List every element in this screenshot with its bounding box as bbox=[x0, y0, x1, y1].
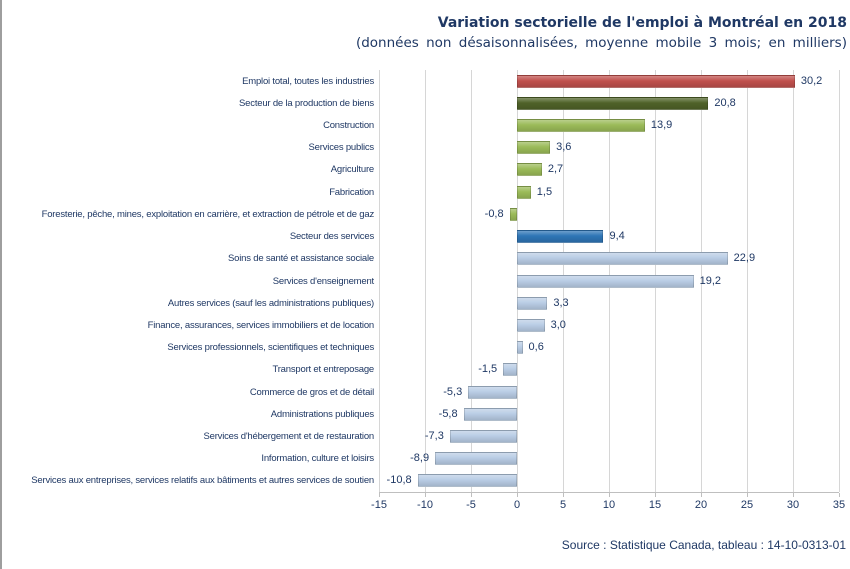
bar-value-label: -7,3 bbox=[424, 429, 444, 442]
x-tick-label: 20 bbox=[694, 499, 708, 511]
category-label: Administrations publiques bbox=[270, 408, 374, 420]
bar bbox=[435, 452, 517, 466]
bar-value-label: 1,5 bbox=[536, 185, 553, 198]
category-label: Commerce de gros et de détail bbox=[249, 386, 374, 398]
x-tick-label: 30 bbox=[786, 499, 800, 511]
bar-value-label: 22,9 bbox=[733, 252, 756, 265]
chart-title: Variation sectorielle de l'emploi à Mont… bbox=[437, 15, 847, 31]
bar bbox=[517, 119, 645, 133]
bar bbox=[468, 385, 517, 399]
bar-value-label: -1,5 bbox=[478, 363, 498, 376]
bar-value-label: 3,6 bbox=[556, 141, 572, 154]
bar-value-label: -0,8 bbox=[484, 207, 504, 220]
bar bbox=[517, 252, 728, 266]
bar bbox=[449, 429, 517, 443]
x-tick-label: -15 bbox=[371, 499, 387, 511]
category-label: Services aux entreprises, services relat… bbox=[31, 475, 374, 487]
bar bbox=[517, 296, 548, 310]
bar-value-label: 2,7 bbox=[547, 163, 564, 176]
axis-tick bbox=[425, 493, 426, 497]
bar-value-label: 3,0 bbox=[550, 318, 566, 331]
bar-value-label: 13,9 bbox=[650, 119, 673, 132]
axis-tick bbox=[747, 493, 748, 497]
x-tick-label: 25 bbox=[740, 499, 754, 511]
bar-value-label: 20,8 bbox=[714, 96, 736, 109]
axis-tick bbox=[471, 493, 472, 497]
bar bbox=[517, 230, 604, 244]
chart-subtitle: (données non désaisonnalisées, moyenne m… bbox=[355, 35, 847, 51]
category-label: Information, culture et loisirs bbox=[261, 453, 374, 465]
axis-tick bbox=[793, 493, 794, 497]
gridline bbox=[425, 70, 426, 492]
gridline bbox=[747, 70, 748, 492]
gridline bbox=[701, 70, 702, 492]
x-tick-label: 15 bbox=[648, 499, 662, 511]
gridline bbox=[793, 70, 794, 492]
x-tick-label: -5 bbox=[466, 499, 476, 511]
x-tick-label: -10 bbox=[417, 499, 433, 511]
category-label: Services d'enseignement bbox=[272, 275, 374, 287]
x-tick-label: 35 bbox=[832, 499, 846, 511]
bar bbox=[517, 163, 542, 177]
bar-value-label: 9,4 bbox=[609, 230, 625, 243]
bar bbox=[417, 474, 517, 488]
category-label: Fabrication bbox=[329, 186, 374, 198]
axis-tick bbox=[517, 493, 518, 497]
category-label: Soins de santé et assistance sociale bbox=[228, 253, 374, 265]
category-label: Secteur des services bbox=[289, 231, 374, 243]
category-label: Agriculture bbox=[330, 164, 374, 176]
bar bbox=[517, 74, 795, 88]
axis-tick bbox=[655, 493, 656, 497]
category-label: Transport et entreposage bbox=[272, 364, 374, 376]
gridline bbox=[379, 70, 380, 492]
bar bbox=[517, 274, 694, 288]
source-note: Source : Statistique Canada, tableau : 1… bbox=[561, 538, 846, 552]
bar bbox=[517, 341, 523, 355]
plot-area: 30,2 20,8 13,9 3,6 2,7 1,5 -0,8 9,4 22,9 19,2 3,3 3… bbox=[379, 70, 840, 497]
bar bbox=[517, 96, 709, 110]
bar-value-label: -10,8 bbox=[386, 474, 412, 487]
x-tick-label: 10 bbox=[602, 499, 616, 511]
bar-value-label: 0,6 bbox=[528, 341, 544, 354]
gridline bbox=[471, 70, 472, 492]
gridline bbox=[839, 70, 840, 492]
category-label: Secteur de la production de biens bbox=[239, 97, 374, 109]
category-label: Foresterie, pêche, mines, exploitation e… bbox=[41, 208, 375, 220]
x-tick-label: 5 bbox=[559, 499, 567, 511]
category-label: Services d'hébergement et de restauratio… bbox=[203, 430, 374, 442]
bar bbox=[517, 318, 545, 332]
bar bbox=[517, 141, 551, 155]
category-label: Emploi total, toutes les industries bbox=[242, 75, 374, 87]
bar bbox=[509, 207, 517, 221]
axis-tick bbox=[379, 493, 380, 497]
category-label: Construction bbox=[323, 120, 374, 132]
bar-value-label: -5,8 bbox=[438, 407, 458, 420]
bar bbox=[463, 407, 517, 421]
bar-value-label: 30,2 bbox=[800, 74, 823, 87]
axis-tick bbox=[563, 493, 564, 497]
bar-value-label: 3,3 bbox=[553, 296, 569, 309]
bar-value-label: 19,2 bbox=[699, 274, 722, 287]
axis-tick bbox=[701, 493, 702, 497]
bar bbox=[503, 363, 517, 377]
chart-title-block: Variation sectorielle de l'emploi à Mont… bbox=[356, 13, 847, 53]
category-label: Services publics bbox=[308, 142, 375, 154]
bar bbox=[517, 185, 531, 199]
x-tick-label: 0 bbox=[513, 499, 521, 511]
axis-tick bbox=[839, 493, 840, 497]
category-label: Finance, assurances, services immobilier… bbox=[147, 319, 375, 331]
category-label: Services professionnels, scientifiques e… bbox=[167, 342, 374, 354]
bar-value-label: -5,3 bbox=[443, 385, 463, 398]
category-label: Autres services (sauf les administration… bbox=[167, 297, 374, 309]
axis-tick bbox=[609, 493, 610, 497]
bar-value-label: -8,9 bbox=[410, 452, 430, 465]
